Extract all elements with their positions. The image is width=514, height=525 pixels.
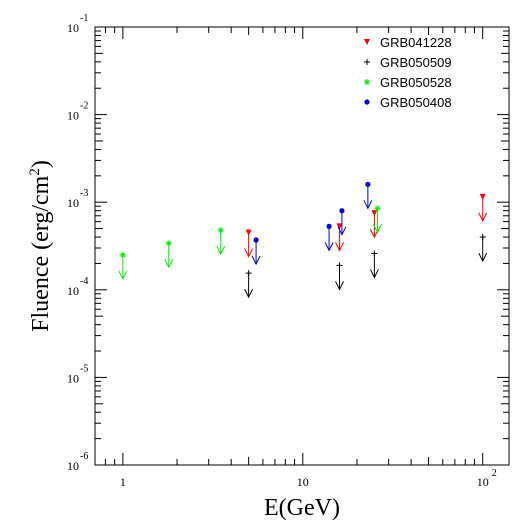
plot-frame xyxy=(94,26,510,466)
data-point xyxy=(369,250,379,279)
svg-text:10: 10 xyxy=(67,284,79,298)
y-tick-label: 10-3 xyxy=(67,188,88,210)
y-tick-label: 10-5 xyxy=(67,363,88,385)
svg-text:-2: -2 xyxy=(80,101,88,112)
legend-label: GRB050509 xyxy=(380,55,452,70)
svg-text:10: 10 xyxy=(477,475,489,489)
data-point xyxy=(373,205,382,234)
series-grb050509 xyxy=(244,234,488,299)
legend-item: GRB050408 xyxy=(364,95,452,110)
svg-text:-1: -1 xyxy=(80,13,88,24)
x-tick-label: 10 xyxy=(297,475,309,489)
data-point xyxy=(118,251,128,281)
legend-label: GRB050528 xyxy=(380,75,452,90)
y-tick-label: 10-6 xyxy=(67,451,88,473)
data-point xyxy=(324,223,334,252)
svg-text:-3: -3 xyxy=(80,188,88,199)
svg-text:1: 1 xyxy=(120,475,126,489)
y-tick-label: 10-1 xyxy=(67,13,88,35)
data-point xyxy=(164,240,174,269)
y-tick-label: 10-4 xyxy=(67,276,88,298)
data-point xyxy=(335,262,344,291)
svg-text:10: 10 xyxy=(297,475,309,489)
data-points xyxy=(118,181,488,299)
legend-item: GRB050528 xyxy=(364,75,452,90)
y-tick-label: 10-2 xyxy=(67,101,88,123)
x-axis-title: E(GeV) xyxy=(264,495,340,521)
data-point xyxy=(478,234,488,263)
data-point xyxy=(216,227,226,256)
svg-text:10: 10 xyxy=(67,371,79,385)
svg-text:10: 10 xyxy=(67,109,79,123)
x-tick-label: 102 xyxy=(477,468,497,489)
series-grb050528 xyxy=(118,205,382,281)
svg-text:-5: -5 xyxy=(80,363,88,374)
data-point xyxy=(244,270,254,299)
legend-item: GRB041228 xyxy=(364,35,452,50)
data-point xyxy=(337,208,347,236)
series-grb050408 xyxy=(251,181,373,266)
svg-text:10: 10 xyxy=(67,459,79,473)
legend: GRB041228 GRB050509 GRB050528 GRB050408 xyxy=(364,35,452,110)
data-point xyxy=(363,181,373,210)
axis-ticks xyxy=(94,26,509,466)
legend-label: GRB050408 xyxy=(380,95,452,110)
data-point xyxy=(478,193,488,223)
data-point xyxy=(244,229,254,258)
x-tick-label: 1 xyxy=(120,475,126,489)
svg-text:10: 10 xyxy=(67,21,79,35)
data-point xyxy=(251,237,261,266)
tick-labels: 10-610-510-410-310-210-11 10 102 xyxy=(67,13,497,489)
svg-text:2: 2 xyxy=(492,468,497,479)
svg-text:10: 10 xyxy=(67,196,79,210)
legend-item: GRB050509 xyxy=(364,55,452,70)
svg-text:-6: -6 xyxy=(80,451,88,462)
y-axis-title: Fluence (erg/cm2) xyxy=(27,160,54,332)
legend-label: GRB041228 xyxy=(380,35,452,50)
svg-text:-4: -4 xyxy=(80,276,88,287)
